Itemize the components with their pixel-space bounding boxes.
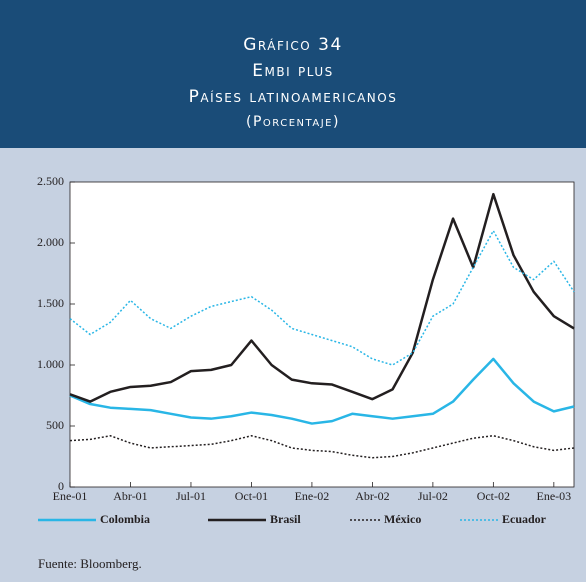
legend-label: Brasil — [270, 512, 301, 526]
x-tick-label: Ene-03 — [537, 489, 572, 503]
legend-label: Colombia — [100, 512, 150, 526]
title: Países latinoamericanos — [189, 87, 398, 107]
x-tick-label: Ene-02 — [295, 489, 330, 503]
x-tick-label: Abr-01 — [113, 489, 147, 503]
x-tick-label: Jul-02 — [418, 489, 448, 503]
legend-label: Ecuador — [502, 512, 547, 526]
subtitle: (Porcentaje) — [246, 114, 340, 130]
series-line — [69, 230, 575, 366]
x-tick-label: Abr-02 — [355, 489, 389, 503]
y-tick-label: 1.000 — [37, 357, 64, 371]
y-tick-label: 1.500 — [37, 296, 64, 310]
x-tick-label: Oct-02 — [477, 489, 510, 503]
header — [0, 0, 586, 148]
title: Embi plus — [252, 61, 334, 81]
source: Fuente: Bloomberg. — [38, 556, 142, 571]
series-line — [69, 192, 575, 403]
x-tick-label: Ene-01 — [53, 489, 88, 503]
x-tick-label: Oct-01 — [235, 489, 268, 503]
series-line — [69, 435, 575, 459]
y-tick-label: 2.500 — [37, 174, 64, 188]
plot-area — [69, 181, 575, 488]
title: Gráfico 34 — [243, 35, 343, 55]
x-tick-label: Jul-01 — [176, 489, 206, 503]
y-tick-label: 2.000 — [37, 235, 64, 249]
legend-label: México — [384, 512, 421, 526]
y-tick-label: 0 — [58, 479, 64, 493]
series-line — [69, 357, 575, 425]
y-tick-label: 500 — [46, 418, 64, 432]
